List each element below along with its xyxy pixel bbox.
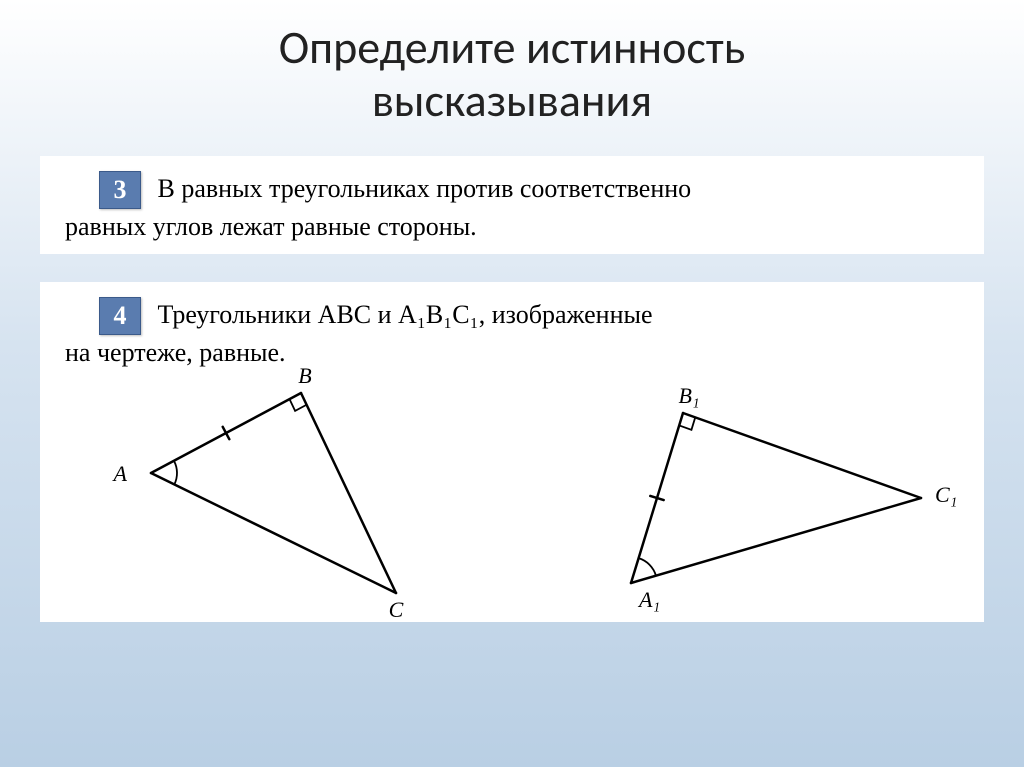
card3-line2: равных углов лежат равные стороны. — [65, 212, 477, 241]
svg-text:A: A — [112, 461, 128, 486]
title-line2: высказывания — [372, 73, 652, 129]
badge-3: 3 — [99, 171, 141, 209]
statement-card-4: 4 Треугольники ABC и A₁B₁C₁, изображенны… — [40, 282, 984, 622]
triangles-svg: A B C A₁ B₁ C₁ — [41, 368, 981, 618]
svg-text:B₁: B₁ — [678, 383, 699, 408]
card4-line1: Треугольники ABC и A₁B₁C₁, изображенные — [158, 300, 653, 329]
title-line1: Определите истинность — [279, 20, 746, 76]
slide-title: Определите истинность высказывания — [0, 0, 1024, 128]
slide: Определите истинность высказывания 3 В р… — [0, 0, 1024, 767]
badge-4: 4 — [99, 297, 141, 335]
svg-text:C₁: C₁ — [935, 482, 957, 507]
card4-line2: на чертеже, равные. — [65, 338, 286, 367]
card3-line1: В равных треугольниках против соответств… — [158, 174, 692, 203]
card3-text: 3 В равных треугольниках против соответс… — [65, 171, 959, 244]
statement-card-3: 3 В равных треугольниках против соответс… — [40, 156, 984, 254]
svg-text:A₁: A₁ — [637, 587, 660, 612]
svg-text:C: C — [389, 597, 404, 618]
card4-text: 4 Треугольники ABC и A₁B₁C₁, изображенны… — [65, 297, 959, 370]
svg-text:B: B — [298, 368, 311, 388]
diagram-area: A B C A₁ B₁ C₁ — [41, 368, 983, 621]
